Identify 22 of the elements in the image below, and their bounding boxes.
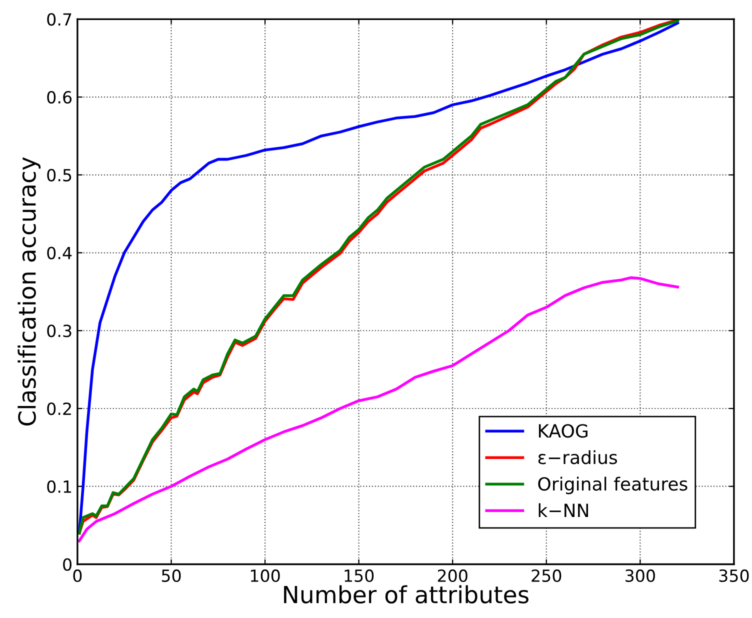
- x-tick-label: 100: [250, 569, 280, 582]
- y-tick-label: 0.1: [47, 480, 72, 493]
- x-tick-label: 300: [626, 569, 655, 582]
- legend-label: Original features: [538, 476, 688, 494]
- x-tick-label: 0: [73, 569, 82, 582]
- legend-label: k−NN: [538, 503, 588, 517]
- y-tick-label: 0: [63, 558, 72, 571]
- y-tick-label: 0.7: [47, 13, 72, 26]
- y-tick-label: 0.3: [47, 324, 72, 338]
- y-axis-title: Classification accuracy: [18, 157, 41, 426]
- x-tick-label: 350: [719, 569, 749, 582]
- y-tick-label: 0.2: [47, 402, 71, 416]
- y-tick-label: 0.4: [47, 246, 72, 260]
- x-tick-label: 200: [438, 569, 468, 582]
- x-tick-label: 150: [344, 569, 374, 582]
- x-tick-label: 250: [532, 569, 562, 582]
- x-tick-label: 50: [162, 569, 181, 582]
- x-axis-title: Number of attributes: [284, 585, 529, 604]
- legend-label: KAOG: [538, 424, 588, 438]
- y-tick-label: 0.5: [47, 168, 72, 182]
- legend-label: ε−radius: [538, 450, 618, 464]
- y-tick-label: 0.6: [47, 90, 72, 104]
